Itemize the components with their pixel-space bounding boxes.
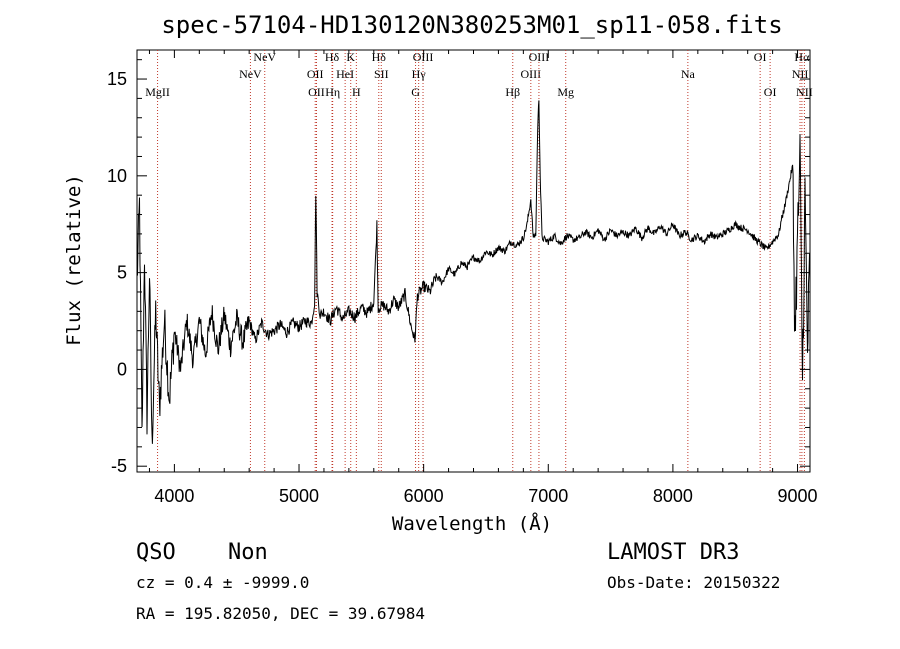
spectral-line-label: Mg	[557, 85, 574, 99]
spectral-line-label: Hα	[794, 50, 810, 64]
plot-border	[136, 49, 811, 473]
y-tick-label: 10	[107, 166, 127, 186]
spectral-line-label: OI	[754, 50, 767, 64]
spectral-line-label: H	[352, 85, 361, 99]
spectral-line-label: Na	[681, 67, 696, 81]
x-axis-label: Wavelength (Å)	[392, 512, 552, 535]
y-tick-label: 0	[117, 359, 127, 379]
coordinates-text: RA = 195.82050, DEC = 39.67984	[136, 604, 425, 623]
object-class: QSO	[136, 540, 176, 565]
y-tick-label: 15	[107, 69, 127, 89]
spectrum-series	[136, 100, 811, 444]
x-tick-label: 4000	[154, 486, 194, 506]
survey-label: LAMOST DR3	[607, 540, 739, 565]
axes: 4000 5000 6000 7000 8000 9000 -5 0 5 10 15	[107, 50, 818, 506]
spectral-line-label: NeV	[253, 50, 276, 64]
x-tick-label: 9000	[778, 486, 818, 506]
spectral-line-label: MgII	[145, 85, 170, 99]
x-tick-label: 8000	[653, 486, 693, 506]
spectral-line-label: OIII	[521, 67, 542, 81]
y-tick-label: -5	[111, 456, 127, 476]
spectral-line-label: Hγ	[412, 67, 427, 81]
spectral-line-label: Hδ	[372, 50, 387, 64]
spectrum-line	[136, 100, 811, 444]
spectral-line-label: NII	[796, 85, 813, 99]
spectral-line-label: Hβ	[505, 85, 520, 99]
x-tick-label: 6000	[404, 486, 444, 506]
spectral-line-label: OIII	[413, 50, 434, 64]
redshift-text: cz = 0.4 ± -9999.0	[136, 573, 309, 592]
spectral-line-label: SII	[374, 67, 389, 81]
spectral-line-label: OIII	[529, 50, 550, 64]
chart-title: spec-57104-HD130120N380253M01_sp11-058.f…	[161, 11, 782, 39]
x-tick-label: 5000	[279, 486, 319, 506]
x-tick-label: 7000	[528, 486, 568, 506]
spectral-line-label: HeI	[336, 67, 354, 81]
obs-date-text: Obs-Date: 20150322	[607, 573, 780, 592]
spectral-line-label: Hη	[325, 85, 340, 99]
y-tick-label: 5	[117, 263, 127, 283]
spectral-line-label: OII	[308, 85, 325, 99]
object-subclass: Non	[228, 540, 268, 565]
spectral-line-label: OI	[764, 85, 777, 99]
spectral-line-label: NeV	[239, 67, 262, 81]
spectral-line-label: G	[411, 85, 420, 99]
plot-frame	[136, 49, 811, 473]
spectral-line-label: K	[346, 50, 355, 64]
y-axis-label: Flux (relative)	[63, 174, 85, 346]
spectral-line-label: OII	[307, 67, 324, 81]
